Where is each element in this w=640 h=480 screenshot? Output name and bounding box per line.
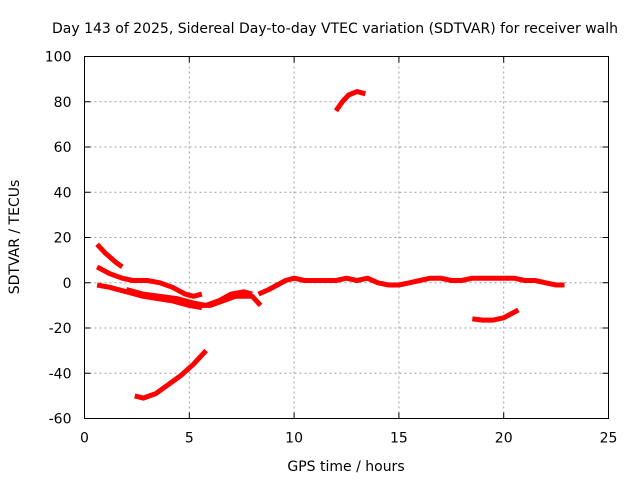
y-tick-label: 20 [54,231,72,247]
x-tick-label: 0 [80,431,89,447]
grid-lines [84,56,609,419]
x-axis-label: GPS time / hours [287,459,404,475]
y-tick-label: 60 [54,140,72,156]
x-tick-label: 5 [185,431,194,447]
x-tick-label: 25 [600,431,618,447]
x-tick-label: 20 [495,431,513,447]
chart-title: Day 143 of 2025, Sidereal Day-to-day VTE… [52,21,618,37]
axis-ticks: 0 5 10 15 20 25 -60 -40 -20 0 20 40 60 80 100 [45,50,618,447]
y-tick-label: 40 [54,185,72,201]
series-track-7 [257,275,565,297]
data-series [95,89,565,401]
series-track-8 [333,89,367,113]
series-track-1 [95,242,124,269]
series-track-6 [197,293,263,308]
y-tick-label: 100 [45,50,72,66]
y-tick-label: 80 [54,95,72,111]
y-tick-label: -60 [49,412,72,428]
series-track-5 [134,348,208,401]
y-tick-label: -20 [49,321,72,337]
x-tick-label: 15 [390,431,408,447]
y-axis-label: SDTVAR / TECUs [7,180,23,295]
series-track-2 [95,264,203,299]
x-tick-label: 10 [285,431,303,447]
series-track-9 [472,307,520,323]
y-tick-label: 0 [63,276,72,292]
y-tick-label: -40 [49,366,72,382]
